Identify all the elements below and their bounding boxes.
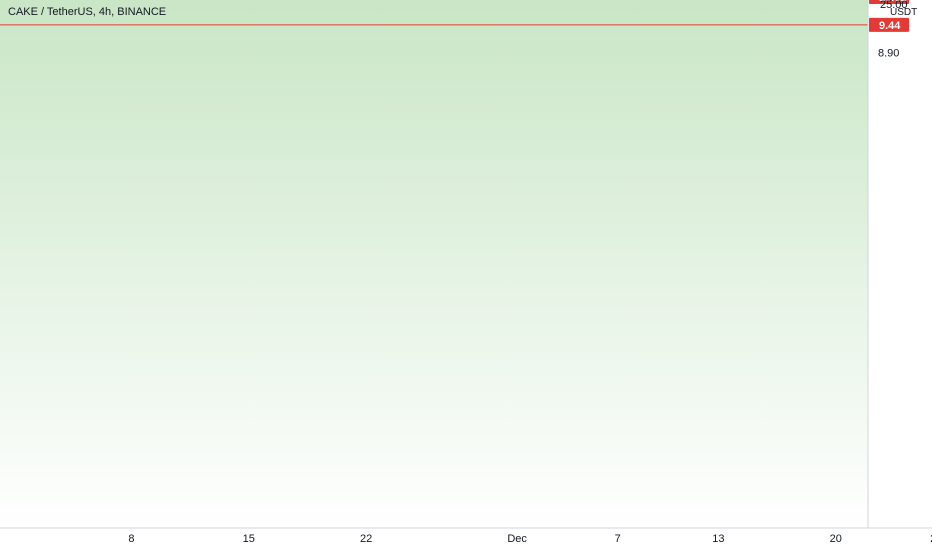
x-tick-label: Dec: [507, 533, 527, 545]
x-tick-label: 26: [930, 533, 932, 545]
level-badge: 10.02: [869, 0, 909, 4]
x-tick-label: 13: [712, 533, 724, 545]
symbol-title: CAKE / TetherUS, 4h, BINANCE: [8, 6, 167, 18]
time-axis-panel[interactable]: [0, 528, 868, 550]
x-tick-label: 22: [360, 533, 372, 545]
x-tick-label: 7: [615, 533, 621, 545]
x-tick-label: 20: [830, 533, 842, 545]
currency-unit-label: USDT: [890, 7, 918, 18]
price-axis-panel[interactable]: [868, 0, 932, 550]
x-tick-label: 8: [128, 533, 134, 545]
svg-text:9.44: 9.44: [879, 20, 901, 32]
y-tick-label: 8.90: [878, 48, 899, 60]
plot-background: [0, 0, 868, 528]
partial-top-tick: 25.00: [880, 0, 908, 11]
svg-text:10.02: 10.02: [879, 0, 907, 4]
x-tick-label: 15: [243, 533, 255, 545]
level-badge: 9.44: [869, 17, 909, 32]
